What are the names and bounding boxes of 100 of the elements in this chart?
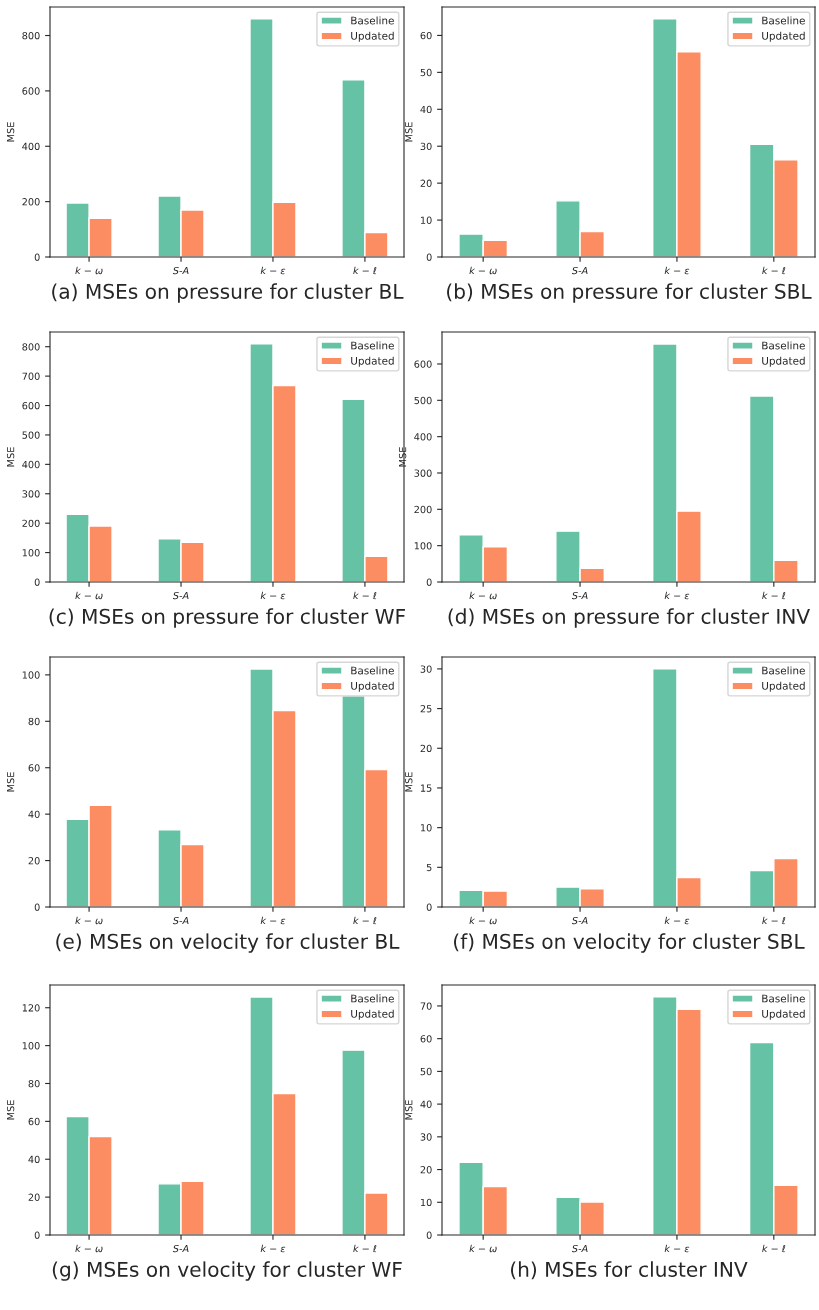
y-tick-label: 0 xyxy=(426,578,432,586)
y-tick-label: 120 xyxy=(22,1004,40,1012)
y-axis-title: MSE xyxy=(6,1100,15,1120)
y-tick-label: 800 xyxy=(22,343,40,351)
y-tick-label: 600 xyxy=(414,360,432,368)
x-tick-label: k − ε xyxy=(664,916,690,925)
y-tick-label: 20 xyxy=(420,1166,432,1174)
y-tick-label: 100 xyxy=(414,542,432,550)
text: (c) MSEs on pressure for cluster WF xyxy=(49,608,405,628)
y-axis-title: MSE xyxy=(405,122,413,142)
text: (b) MSEs on pressure for cluster SBL xyxy=(447,283,812,303)
legend-label: Updated xyxy=(762,1009,805,1020)
y-tick-label: 0 xyxy=(34,903,40,911)
x-tick-label: S-A xyxy=(172,916,189,925)
y-tick-label: 60 xyxy=(420,31,432,40)
y-tick-label: 20 xyxy=(420,744,432,753)
legend-label: Updated xyxy=(762,356,805,367)
y-tick-label: 10 xyxy=(420,824,432,832)
y-tick-label: 50 xyxy=(420,1067,432,1076)
y-tick-label: 40 xyxy=(28,1155,40,1164)
y-tick-label: 60 xyxy=(28,1117,40,1126)
text: (h) MSEs for cluster INV xyxy=(511,1261,748,1280)
y-tick-label: 100 xyxy=(22,1042,40,1050)
legend-label: Updated xyxy=(351,31,394,42)
y-tick-label: 500 xyxy=(414,396,432,405)
text: (a) MSEs on pressure for cluster BL xyxy=(52,283,404,303)
legend-label: Updated xyxy=(351,1009,394,1020)
legend-label: Baseline xyxy=(351,16,394,25)
y-tick-label: 400 xyxy=(414,433,432,441)
y-tick-label: 25 xyxy=(420,705,432,713)
x-tick-label: k − ω xyxy=(75,916,103,925)
y-tick-label: 400 xyxy=(22,142,40,151)
legend-label: Baseline xyxy=(351,666,394,675)
y-tick-label: 30 xyxy=(420,665,432,673)
legend-label: Updated xyxy=(351,356,394,367)
y-tick-label: 0 xyxy=(34,578,40,586)
x-tick-label: S-A xyxy=(172,591,189,600)
y-axis-title: MSE xyxy=(405,1100,413,1120)
x-tick-label: k − ω xyxy=(75,266,103,275)
x-tick-label: k − ℓ xyxy=(353,266,377,275)
y-tick-label: 40 xyxy=(28,810,40,818)
legend-label: Baseline xyxy=(351,341,394,350)
y-axis-title: MSE xyxy=(405,772,413,792)
y-tick-label: 0 xyxy=(34,1231,40,1239)
y-tick-label: 300 xyxy=(414,469,432,477)
x-tick-label: k − ω xyxy=(75,1244,103,1253)
y-tick-label: 100 xyxy=(22,549,40,557)
legend-label: Updated xyxy=(762,681,805,692)
y-axis-title: MSE xyxy=(6,122,15,142)
legend-label: Baseline xyxy=(762,666,805,675)
legend-label: Baseline xyxy=(762,341,805,350)
legend-label: Updated xyxy=(762,31,805,42)
y-tick-label: 0 xyxy=(426,253,432,261)
y-tick-label: 15 xyxy=(420,784,432,792)
x-tick-label: k − ℓ xyxy=(762,1244,786,1253)
y-tick-label: 30 xyxy=(420,142,432,151)
x-tick-label: S-A xyxy=(571,591,588,600)
y-tick-label: 10 xyxy=(420,216,432,224)
y-axis-title: MSE xyxy=(398,447,407,467)
y-tick-label: 800 xyxy=(22,31,40,40)
y-tick-label: 200 xyxy=(22,198,40,206)
text: (f) MSEs on velocity for cluster SBL xyxy=(454,933,805,953)
y-tick-label: 500 xyxy=(22,431,40,439)
y-tick-label: 40 xyxy=(420,1100,432,1108)
y-tick-label: 0 xyxy=(426,903,432,911)
y-tick-label: 600 xyxy=(22,402,40,410)
x-tick-label: k − ε xyxy=(260,1244,286,1253)
x-tick-label: S-A xyxy=(571,916,588,925)
y-tick-label: 20 xyxy=(28,857,40,865)
y-tick-label: 30 xyxy=(420,1133,432,1141)
y-tick-label: 300 xyxy=(22,490,40,498)
x-tick-label: k − ℓ xyxy=(762,916,786,925)
y-tick-label: 60 xyxy=(420,1035,432,1043)
y-axis-title: MSE xyxy=(6,447,15,467)
y-axis-title: MSE xyxy=(6,772,15,792)
y-tick-label: 20 xyxy=(420,179,432,187)
x-tick-label: k − ε xyxy=(260,916,286,925)
x-tick-label: k − ε xyxy=(260,266,286,275)
y-tick-label: 700 xyxy=(22,372,40,380)
legend-label: Baseline xyxy=(351,994,394,1003)
y-tick-label: 0 xyxy=(34,253,40,261)
y-tick-label: 100 xyxy=(22,671,40,679)
y-tick-label: 400 xyxy=(22,460,40,469)
x-tick-label: k − ε xyxy=(664,1244,690,1253)
y-tick-label: 70 xyxy=(420,1002,432,1010)
y-tick-label: 50 xyxy=(420,68,432,77)
x-tick-label: k − ε xyxy=(664,266,690,275)
x-tick-label: k − ω xyxy=(469,1244,497,1253)
x-tick-label: S-A xyxy=(172,1244,189,1253)
x-tick-label: k − ω xyxy=(469,591,497,600)
x-tick-label: S-A xyxy=(571,1244,588,1253)
x-tick-label: k − ℓ xyxy=(762,266,786,275)
text: (g) MSEs on velocity for cluster WF xyxy=(52,1261,402,1281)
y-tick-label: 40 xyxy=(420,105,432,114)
x-tick-label: k − ω xyxy=(469,916,497,925)
y-tick-label: 80 xyxy=(28,1079,40,1088)
x-tick-label: S-A xyxy=(172,266,189,275)
x-tick-label: k − ε xyxy=(260,591,286,600)
y-tick-label: 80 xyxy=(28,717,40,726)
x-tick-label: k − ℓ xyxy=(353,591,377,600)
